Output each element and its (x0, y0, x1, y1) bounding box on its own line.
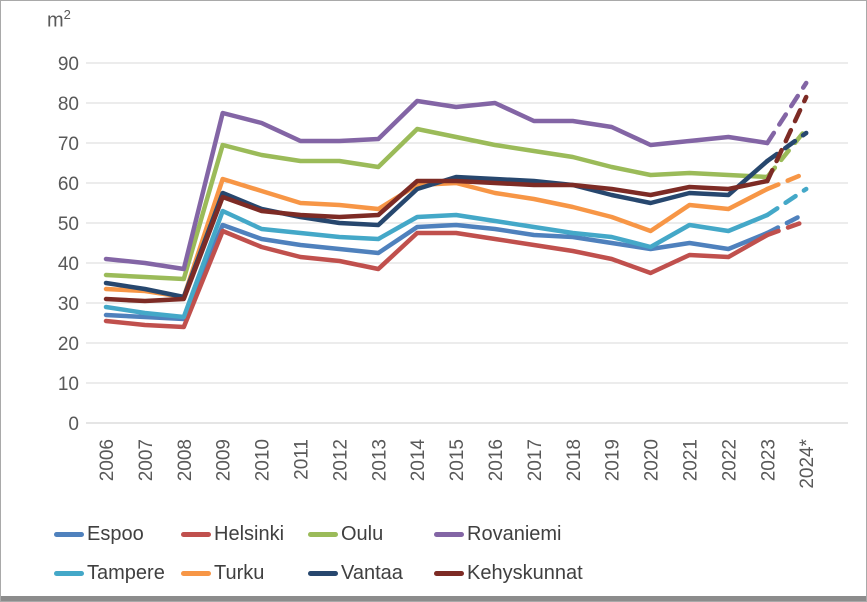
legend-item-turku: Turku (181, 560, 264, 586)
series-projection-kehyskunnat (765, 94, 809, 184)
x-tick-label: 2008 (175, 439, 196, 481)
legend-label: Turku (214, 561, 265, 584)
legend-label: Rovaniemi (467, 522, 562, 545)
x-tick-label: 2023 (758, 439, 779, 481)
y-tick-label: 90 (58, 54, 79, 75)
x-tick-label: 2016 (486, 439, 507, 481)
x-tick-label: 2020 (642, 439, 663, 481)
x-tick-label: 2012 (330, 439, 351, 481)
x-tick-label: 2019 (603, 439, 624, 481)
y-axis-unit-exponent: 2 (63, 7, 71, 22)
window-bottom-edge (1, 596, 866, 601)
legend-label: Oulu (341, 522, 384, 545)
x-tick-label: 2018 (564, 439, 585, 481)
series-projection-turku (765, 170, 809, 192)
legend-swatch-oulu (308, 531, 338, 537)
legend-item-vantaa: Vantaa (308, 560, 403, 586)
legend-swatch-espoo (54, 531, 84, 537)
series-line-kehyskunnat (103, 178, 770, 304)
legend-swatch-kehyskunnat (434, 570, 464, 576)
y-axis-unit-base: m (47, 9, 64, 32)
series-projection-tampere (765, 186, 809, 218)
y-tick-label: 10 (58, 374, 79, 395)
legend-swatch-rovaniemi (434, 531, 464, 537)
legend-item-oulu: Oulu (308, 521, 383, 547)
y-tick-label: 30 (58, 294, 79, 315)
legend-label: Tampere (87, 561, 165, 584)
series-line-tampere (103, 208, 770, 320)
legend-label: Espoo (87, 522, 144, 545)
legend-swatch-turku (181, 570, 211, 576)
legend-label: Kehyskunnat (467, 561, 583, 584)
x-tick-label: 2024* (797, 438, 818, 488)
series-line-helsinki (103, 228, 770, 330)
series-line-espoo (103, 222, 770, 322)
legend-item-helsinki: Helsinki (181, 521, 284, 547)
x-tick-label: 2015 (447, 439, 468, 481)
series-line-rovaniemi (103, 98, 770, 272)
y-tick-label: 70 (58, 134, 79, 155)
series-projection-helsinki (765, 218, 809, 238)
y-axis-unit-label: m2 (47, 7, 71, 33)
x-tick-label: 2013 (369, 439, 390, 481)
x-tick-label: 2009 (214, 439, 235, 481)
legend-swatch-helsinki (181, 531, 211, 537)
y-tick-label: 40 (58, 254, 79, 275)
legend-item-rovaniemi: Rovaniemi (434, 521, 561, 547)
legend-label: Helsinki (214, 522, 285, 545)
x-tick-label: 2011 (292, 439, 313, 480)
legend-item-kehyskunnat: Kehyskunnat (434, 560, 583, 586)
x-tick-label: 2007 (136, 439, 157, 481)
x-tick-label: 2014 (408, 439, 429, 482)
y-tick-label: 0 (68, 414, 79, 435)
legend-swatch-vantaa (308, 570, 338, 576)
y-tick-label: 60 (58, 174, 79, 195)
series-projection-rovaniemi (765, 80, 809, 146)
y-tick-label: 80 (58, 94, 79, 115)
series-projection-espoo (765, 210, 809, 236)
x-tick-label: 2006 (97, 439, 118, 481)
y-tick-label: 50 (58, 214, 79, 235)
legend-item-espoo: Espoo (54, 521, 144, 547)
x-tick-label: 2022 (719, 439, 740, 481)
legend-item-tampere: Tampere (54, 560, 165, 586)
y-tick-label: 20 (58, 334, 79, 355)
series-projection-vantaa (765, 130, 809, 164)
x-tick-label: 2021 (681, 439, 702, 481)
series-line-oulu (103, 126, 770, 282)
x-tick-label: 2017 (525, 439, 546, 481)
legend-swatch-tampere (54, 570, 84, 576)
x-tick-label: 2010 (253, 439, 274, 481)
legend-label: Vantaa (341, 561, 403, 584)
